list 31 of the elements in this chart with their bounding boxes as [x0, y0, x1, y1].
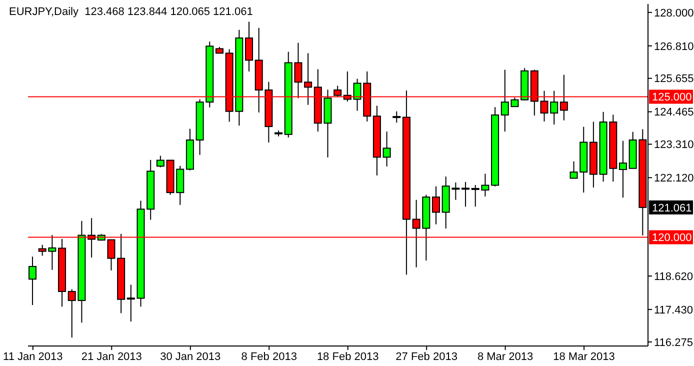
- x-tick-label: 8 Mar 2013: [477, 350, 534, 363]
- x-tick-label: 18 Mar 2013: [553, 350, 615, 363]
- x-tick-label: 8 Feb 2013: [241, 350, 297, 363]
- ref-line-label: 125.000: [652, 92, 692, 104]
- y-tick-label: 125.655: [654, 73, 694, 86]
- candlestick: [245, 21, 254, 72]
- candlestick: [462, 181, 470, 208]
- y-tick-label: 126.810: [654, 40, 694, 53]
- y-tick-label: 116.275: [654, 336, 693, 349]
- candlestick: [156, 155, 164, 168]
- y-tick-label: 118.620: [654, 270, 693, 283]
- x-tick-label: 27 Feb 2013: [396, 350, 458, 363]
- x-tick-label: 30 Jan 2013: [160, 350, 221, 363]
- y-tick-label: 124.465: [654, 106, 694, 119]
- chart-title: EURJPY,Daily 123.468 123.844 120.065 121.061: [9, 6, 253, 18]
- candlestick: [550, 90, 558, 126]
- candlestick: [126, 284, 135, 322]
- y-tick-label: 122.120: [654, 172, 694, 185]
- y-tick-label: 123.310: [654, 139, 694, 152]
- x-tick-label: 11 Jan 2013: [3, 350, 63, 363]
- x-tick-label: 18 Feb 2013: [316, 350, 379, 363]
- candlestick: [392, 110, 401, 124]
- candlestick: [432, 186, 440, 225]
- ref-line-label: 120.000: [652, 232, 692, 244]
- y-tick-label: 128.000: [654, 7, 694, 20]
- candlestick: [382, 131, 391, 167]
- annotation: 121.061: [652, 202, 692, 214]
- candlestick: [28, 256, 36, 306]
- y-tick-label: 117.430: [654, 304, 693, 316]
- candlestick: [618, 140, 627, 198]
- x-tick-label: 21 Jan 2013: [81, 350, 142, 363]
